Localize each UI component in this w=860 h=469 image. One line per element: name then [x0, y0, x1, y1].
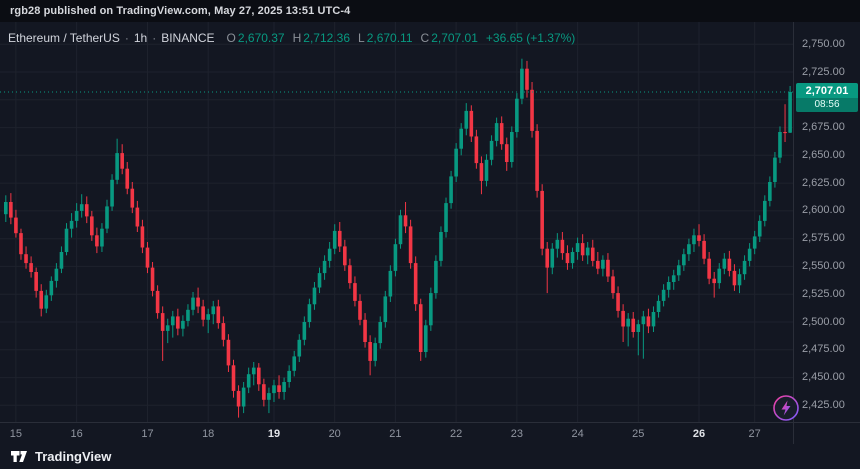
open-value: 2,670.37 — [237, 31, 285, 45]
price-axis-label: 2,475.00 — [802, 343, 845, 356]
time-axis-label: 25 — [632, 428, 645, 440]
price-axis-label: 2,550.00 — [802, 259, 845, 272]
lightning-icon — [773, 395, 799, 421]
bar-countdown: 08:56 — [796, 97, 858, 112]
price-axis-label: 2,675.00 — [802, 121, 845, 134]
symbol-info-row: Ethereum / TetherUS · 1h · BINANCE O 2,67… — [8, 31, 575, 45]
symbol-exchange[interactable]: BINANCE — [161, 31, 215, 45]
close-value: 2,707.01 — [431, 31, 478, 45]
price-axis-label: 2,500.00 — [802, 315, 845, 328]
price-change: +36.65 (+1.37%) — [485, 31, 576, 45]
time-axis-label: 20 — [328, 428, 341, 440]
separator-dot: · — [152, 31, 157, 45]
time-axis-label: 27 — [748, 428, 761, 440]
price-axis-label: 2,725.00 — [802, 65, 845, 78]
low-value: 2,670.11 — [366, 31, 413, 45]
attribution-bar: rgb28 published on TradingView.com, May … — [0, 0, 860, 22]
time-axis[interactable]: 15 16 17 18 19 20 21 22 23 24 25 26 27 — [0, 422, 860, 444]
time-axis-label: 17 — [141, 428, 154, 440]
time-axis-label: 18 — [202, 428, 215, 440]
tradingview-logo[interactable]: TradingView — [10, 449, 111, 464]
tradingview-logo-icon — [11, 451, 27, 462]
time-axis-label: 23 — [510, 428, 523, 440]
time-axis-label: 24 — [571, 428, 584, 440]
ohlc-values: O 2,670.37 H 2,712.36 L 2,670.11 C 2,707.01 — [219, 31, 478, 45]
price-axis-label: 2,525.00 — [802, 287, 845, 300]
boost-button[interactable] — [771, 393, 801, 423]
chart-plot-area[interactable] — [0, 22, 793, 422]
symbol-interval[interactable]: 1h — [133, 31, 148, 45]
attribution-text: rgb28 published on TradingView.com, May … — [10, 5, 351, 17]
price-axis-label: 2,750.00 — [802, 37, 845, 50]
last-price-value: 2,707.01 — [796, 82, 858, 98]
symbol-name[interactable]: Ethereum / TetherUS — [8, 31, 120, 45]
chart-container: Ethereum / TetherUS · 1h · BINANCE O 2,67… — [0, 22, 860, 469]
low-label: L — [358, 31, 365, 45]
last-price-label: 2,707.01 08:56 — [796, 82, 858, 112]
time-axis-label: 19 — [267, 428, 281, 440]
price-axis-label: 2,600.00 — [802, 204, 845, 217]
time-axis-label: 26 — [692, 428, 706, 440]
time-axis-label: 21 — [389, 428, 402, 440]
close-label: C — [420, 31, 430, 45]
separator-dot: · — [124, 31, 129, 45]
price-axis-label: 2,575.00 — [802, 232, 845, 245]
open-label: O — [226, 31, 236, 45]
price-axis-label: 2,450.00 — [802, 371, 845, 384]
price-axis-label: 2,625.00 — [802, 176, 845, 189]
high-value: 2,712.36 — [303, 31, 350, 45]
time-axis-label: 22 — [450, 428, 463, 440]
price-axis[interactable]: 2,707.01 08:56 2,425.00 2,450.00 2,475.00 2… — [793, 22, 860, 444]
tradingview-logo-text: TradingView — [35, 449, 112, 464]
price-axis-label: 2,650.00 — [802, 148, 845, 161]
price-axis-label: 2,425.00 — [802, 398, 845, 411]
time-axis-label: 16 — [70, 428, 83, 440]
high-label: H — [292, 31, 302, 45]
time-axis-label: 15 — [9, 428, 23, 440]
candlestick-chart[interactable] — [0, 22, 793, 422]
